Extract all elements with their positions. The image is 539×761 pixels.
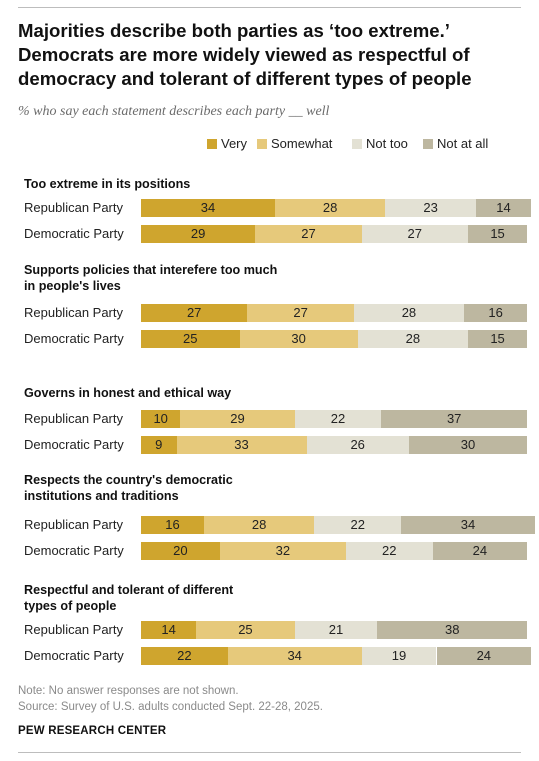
legend-swatch-very: [207, 139, 217, 149]
bar-segment-very: 10: [141, 410, 181, 428]
bar-segment-not-too: 26: [306, 436, 409, 454]
bar-segment-not-at-all: 34: [401, 516, 535, 534]
bar-segment-somewhat: 27: [255, 225, 362, 243]
bar-segment-somewhat: 30: [239, 330, 358, 348]
bar-segment-not-too: 19: [361, 647, 437, 665]
bar-segment-somewhat: 27: [247, 304, 354, 322]
bar-segment-not-too: 22: [294, 410, 382, 428]
bar-segment-not-too: 23: [385, 199, 476, 217]
bar-segment-not-too: 27: [361, 225, 468, 243]
bar-segment-not-at-all: 30: [408, 436, 528, 454]
bar-segment-somewhat: 28: [204, 516, 315, 534]
bar-segment-very: 16: [141, 516, 204, 534]
bar-segment-not-at-all: 24: [432, 542, 528, 560]
legend-swatch-not-too: [352, 139, 362, 149]
group-title-2: Supports policies that interefere too mu…: [24, 263, 278, 293]
bar-segment-not-at-all: 24: [436, 647, 532, 665]
bar-segment-very: 34: [141, 199, 275, 217]
bar-segment-not-at-all: 37: [381, 410, 528, 428]
row-label: Democratic Party: [24, 331, 124, 346]
legend-swatch-somewhat: [257, 139, 267, 149]
bar-segment-not-too: 21: [294, 621, 378, 639]
row-label: Republican Party: [24, 622, 123, 637]
row-label: Democratic Party: [24, 543, 124, 558]
row-label: Republican Party: [24, 200, 123, 215]
bar-segment-somewhat: 29: [180, 410, 295, 428]
bar-segment-somewhat: 25: [196, 621, 295, 639]
bottom-rule: [18, 752, 521, 753]
legend-swatch-not-at-all: [423, 139, 433, 149]
bar-segment-very: 25: [141, 330, 240, 348]
group-title-4: Respects the country's democratic instit…: [24, 473, 233, 503]
row-label: Republican Party: [24, 411, 123, 426]
bar-segment-very: 27: [141, 304, 248, 322]
source-note: Source: Survey of U.S. adults conducted …: [18, 701, 323, 713]
legend-label-somewhat: Somewhat: [271, 136, 333, 151]
org-name: PEW RESEARCH CENTER: [18, 725, 167, 737]
bar-segment-not-at-all: 38: [377, 621, 528, 639]
group-title-5: Respectful and tolerant of different typ…: [24, 583, 234, 613]
bar-segment-not-too: 22: [314, 516, 402, 534]
bar-segment-somewhat: 34: [227, 647, 362, 665]
top-rule: [18, 7, 521, 8]
note: Note: No answer responses are not shown.: [18, 685, 239, 697]
chart-subtitle: % who say each statement describes each …: [18, 104, 330, 119]
bar-segment-not-too: 22: [345, 542, 433, 560]
bar-segment-not-too: 28: [357, 330, 468, 348]
bar-segment-very: 22: [141, 647, 228, 665]
chart-title: Majorities describe both parties as ‘too…: [18, 20, 472, 89]
group-title-3: Governs in honest and ethical way: [24, 386, 232, 400]
bar-segment-not-at-all: 15: [468, 330, 528, 348]
group-title-1: Too extreme in its positions: [24, 177, 191, 191]
row-label: Democratic Party: [24, 648, 124, 663]
bar-segment-somewhat: 33: [176, 436, 307, 454]
row-label: Democratic Party: [24, 226, 124, 241]
bar-segment-very: 29: [141, 225, 256, 243]
bar-segment-not-at-all: 14: [475, 199, 532, 217]
legend-label-very: Very: [221, 136, 248, 151]
bar-segment-somewhat: 28: [275, 199, 386, 217]
bar-segment-somewhat: 32: [219, 542, 346, 560]
bar-segment-very: 14: [141, 621, 197, 639]
bar-segment-not-too: 28: [353, 304, 465, 322]
bar-segment-not-at-all: 16: [464, 304, 528, 322]
row-label: Democratic Party: [24, 437, 124, 452]
legend-label-not-too: Not too: [366, 136, 408, 151]
bar-segment-very: 20: [141, 542, 220, 560]
bar-segment-not-at-all: 15: [468, 225, 528, 243]
row-label: Republican Party: [24, 305, 123, 320]
row-label: Republican Party: [24, 517, 123, 532]
legend-label-not-at-all: Not at all: [437, 136, 489, 151]
bar-segment-very: 9: [141, 436, 177, 454]
